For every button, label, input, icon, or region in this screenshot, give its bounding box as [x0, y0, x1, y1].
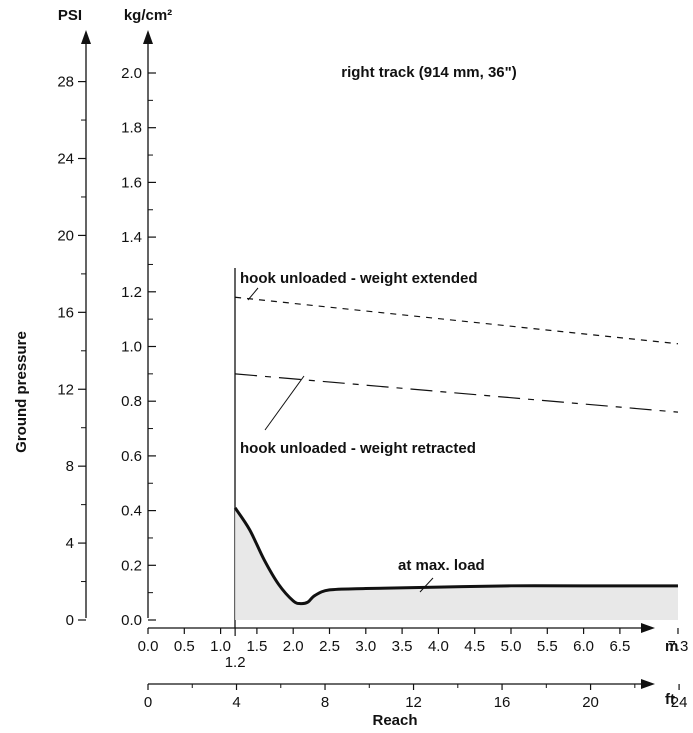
kg-tick-label: 0.0 — [121, 612, 142, 629]
annotation-max-load: at max. load — [398, 557, 485, 574]
kg-tick-label: 0.4 — [121, 503, 142, 520]
leader-weight-retracted — [264, 375, 305, 431]
psi-unit-label: PSI — [58, 7, 82, 24]
ft-axis-arrow — [641, 679, 655, 689]
annotation-weight-extended: hook unloaded - weight extended — [240, 270, 478, 287]
m-tick-label: 3.5 — [392, 638, 413, 655]
kg-tick-label: 0.2 — [121, 557, 142, 574]
psi-tick-label: 24 — [57, 151, 74, 168]
m-tick-label: 2.5 — [319, 638, 340, 655]
leader-weight-extended — [247, 287, 259, 301]
psi-tick-label: 0 — [66, 612, 74, 629]
ft-tick-label: 24 — [671, 694, 688, 711]
psi-tick-label: 20 — [57, 227, 74, 244]
m-tick-label: 6.0 — [573, 638, 594, 655]
kg-tick-label: 2.0 — [121, 65, 142, 82]
kg-tick-label: 1.4 — [121, 229, 142, 246]
ft-tick-label: 12 — [405, 694, 422, 711]
series-line-max-load — [233, 507, 678, 606]
m-tick-label: 0.5 — [174, 638, 195, 655]
kg-tick-label: 1.0 — [121, 339, 142, 356]
m-tick-label: 3.0 — [355, 638, 376, 655]
psi-tick-label: 16 — [57, 304, 74, 321]
m-tick-label: 6.5 — [609, 638, 630, 655]
m-axis-arrow — [641, 623, 655, 633]
series-line-weight-retracted — [235, 373, 679, 413]
m-tick-label: 1.0 — [210, 638, 231, 655]
kg-tick-label: 0.8 — [121, 393, 142, 410]
series-area-max-load — [235, 507, 678, 620]
y-axis-title: Ground pressure — [13, 331, 30, 453]
ft-unit-label: ft — [665, 691, 675, 708]
series-group — [233, 296, 679, 620]
psi-tick-label: 12 — [57, 381, 74, 398]
ft-tick-label: 20 — [582, 694, 599, 711]
m-tick-label: 5.0 — [501, 638, 522, 655]
kg-tick-label: 1.8 — [121, 120, 142, 137]
ft-tick-label: 8 — [321, 694, 329, 711]
psi-tick-label: 8 — [66, 458, 74, 475]
x-axis-title: Reach — [372, 712, 417, 729]
psi-tick-label: 4 — [66, 535, 74, 552]
ft-tick-label: 16 — [494, 694, 511, 711]
kg-unit-label: kg/cm² — [124, 7, 172, 24]
m-tick-label: 1.5 — [246, 638, 267, 655]
chart-title: right track (914 mm, 36") — [341, 64, 517, 81]
kg-axis-arrow — [143, 30, 153, 44]
kg-tick-label: 1.6 — [121, 174, 142, 191]
psi-tick-label: 28 — [57, 74, 74, 91]
annotation-weight-retracted: hook unloaded - weight retracted — [240, 440, 476, 457]
axes — [81, 30, 655, 689]
ft-tick-label: 0 — [144, 694, 152, 711]
psi-axis-arrow — [81, 30, 91, 44]
tick-group: 0.00.20.40.60.81.01.21.41.61.82.00481216… — [57, 65, 688, 711]
m-tick-label: 4.5 — [464, 638, 485, 655]
m-tick-label: 7.3 — [668, 638, 689, 655]
m-tick-label: 2.0 — [283, 638, 304, 655]
series-line-weight-extended — [235, 296, 679, 345]
kg-tick-label: 0.6 — [121, 448, 142, 465]
min-reach-tick-label: 1.2 — [225, 654, 246, 671]
m-tick-label: 0.0 — [138, 638, 159, 655]
m-unit-label: m — [665, 638, 678, 655]
m-tick-label: 4.0 — [428, 638, 449, 655]
kg-tick-label: 1.2 — [121, 284, 142, 301]
m-tick-label: 5.5 — [537, 638, 558, 655]
leader-max-load — [419, 577, 434, 593]
ft-tick-label: 4 — [232, 694, 240, 711]
